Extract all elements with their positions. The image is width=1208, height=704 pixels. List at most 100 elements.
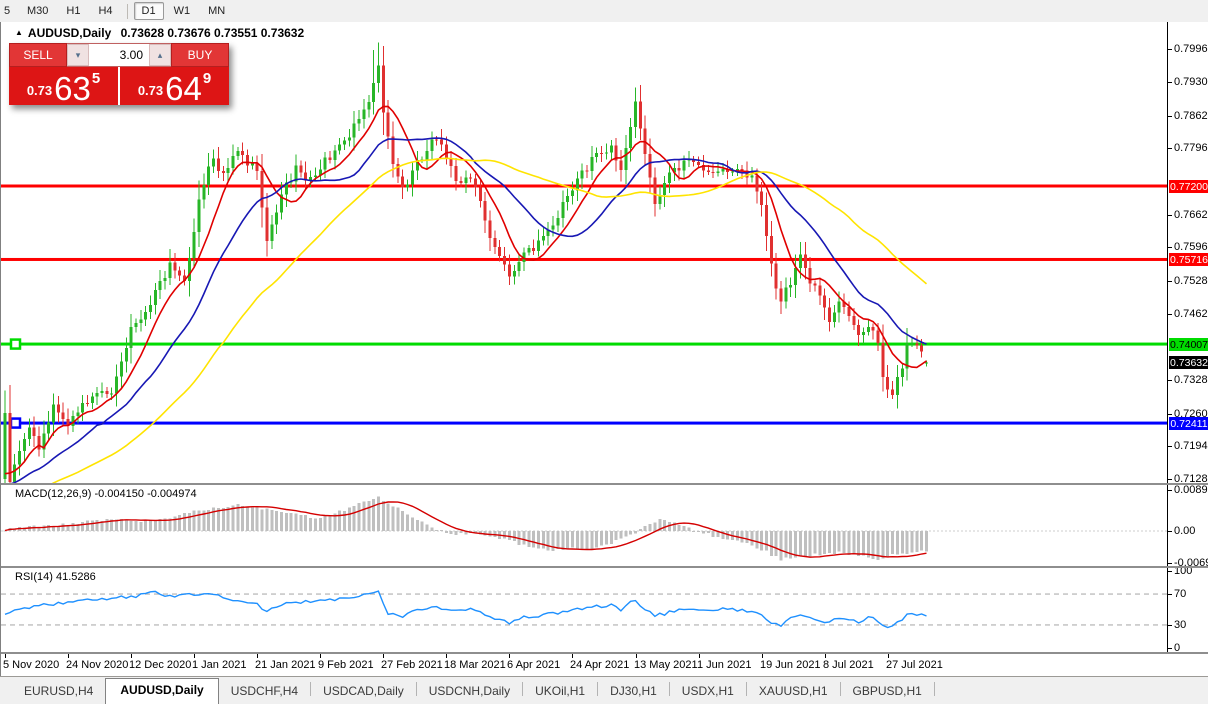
tab-divider bbox=[668, 682, 670, 696]
panel-separator[interactable] bbox=[1, 566, 1208, 568]
panel-separator[interactable] bbox=[1, 483, 1208, 485]
volume-decrease-button[interactable]: ▾ bbox=[67, 44, 89, 66]
sell-price-prefix: 0.73 bbox=[26, 83, 53, 98]
price-level-badge-0.73632: 0.73632 bbox=[1169, 356, 1208, 369]
panel-separator[interactable] bbox=[1, 652, 1208, 654]
axis-tick bbox=[1168, 247, 1172, 248]
buy-price[interactable]: 0.73 64 9 bbox=[120, 67, 229, 105]
level-line-0.74007[interactable] bbox=[1, 342, 1167, 346]
macd-signal-line bbox=[4, 501, 927, 558]
sell-button[interactable]: SELL bbox=[9, 43, 67, 67]
date-tick bbox=[888, 654, 889, 658]
date-axis-label: 24 Apr 2021 bbox=[570, 659, 630, 671]
price-chart-canvas[interactable] bbox=[1, 22, 1167, 483]
date-tick bbox=[68, 654, 69, 658]
timeframe-M30[interactable]: M30 bbox=[27, 5, 49, 17]
tab-divider bbox=[597, 682, 599, 696]
chart-title: ▲ AUDUSD,Daily 0.73628 0.73676 0.73551 0.… bbox=[15, 26, 304, 40]
price-level-badge-0.74007: 0.74007 bbox=[1169, 338, 1208, 351]
axis-tick bbox=[1168, 571, 1172, 572]
chart-window: ▲ AUDUSD,Daily 0.73628 0.73676 0.73551 0.… bbox=[0, 22, 1208, 676]
timeframe-H1[interactable]: H1 bbox=[66, 5, 81, 17]
rsi-axis-label: 100 bbox=[1174, 565, 1193, 577]
tab-divider bbox=[310, 682, 312, 696]
level-line-0.75716[interactable] bbox=[1, 257, 1167, 261]
timeframe-MN[interactable]: MN bbox=[208, 5, 226, 17]
timeframe-W1[interactable]: W1 bbox=[173, 5, 191, 17]
level-line-0.772[interactable] bbox=[1, 184, 1167, 188]
buy-button[interactable]: BUY bbox=[171, 43, 229, 67]
date-axis-label: 1 Jan 2021 bbox=[192, 659, 247, 671]
macd-canvas[interactable] bbox=[1, 485, 1167, 566]
rsi-axis-label: 70 bbox=[1174, 588, 1187, 600]
moving-average-ma_slow bbox=[51, 157, 928, 483]
rsi-canvas[interactable] bbox=[1, 568, 1167, 652]
sell-price[interactable]: 0.73 63 5 bbox=[9, 67, 118, 105]
sell-price-big: 63 bbox=[54, 70, 91, 107]
collapse-panel-icon[interactable]: ▲ bbox=[15, 28, 23, 37]
axis-tick bbox=[1168, 82, 1172, 83]
date-tick bbox=[572, 654, 573, 658]
time-axis[interactable]: 5 Nov 2020 24 Nov 2020 12 Dec 2020 1 Jan 20… bbox=[1, 654, 1167, 676]
tab-usdx-h1[interactable]: USDX,H1 bbox=[681, 684, 734, 698]
axis-tick bbox=[1168, 414, 1172, 415]
line-handle[interactable] bbox=[9, 338, 22, 350]
buy-price-prefix: 0.73 bbox=[137, 83, 164, 98]
price-level-badge-0.77200: 0.77200 bbox=[1169, 180, 1208, 193]
date-axis-label: 27 Jul 2021 bbox=[886, 659, 943, 671]
tab-xauusd-h1[interactable]: XAUUSD,H1 bbox=[758, 684, 828, 698]
tab-dj30-h1[interactable]: DJ30,H1 bbox=[610, 684, 657, 698]
price-level-badge-0.72411: 0.72411 bbox=[1169, 417, 1208, 430]
date-tick bbox=[699, 654, 700, 658]
date-tick bbox=[194, 654, 195, 658]
date-axis-label: 5 Nov 2020 bbox=[3, 659, 60, 671]
chart-tab-bar: EURUSD,H4 AUDUSD,Daily USDCHF,H4 USDCAD,Dai… bbox=[0, 676, 1208, 704]
chart-symbol: AUDUSD,Daily bbox=[27, 26, 112, 40]
date-tick bbox=[636, 654, 637, 658]
tab-audusd-daily[interactable]: AUDUSD,Daily bbox=[105, 678, 219, 704]
level-line-0.72411[interactable] bbox=[1, 421, 1167, 425]
timeframe-D1[interactable]: D1 bbox=[133, 2, 164, 20]
moving-average-ma_fast bbox=[4, 105, 927, 475]
axis-tick bbox=[1168, 479, 1172, 480]
volume-down-icon: ▾ bbox=[75, 49, 81, 60]
volume-input[interactable] bbox=[89, 44, 149, 66]
line-handle[interactable] bbox=[9, 417, 22, 429]
sell-price-sup: 5 bbox=[91, 70, 101, 87]
date-axis-label: 24 Nov 2020 bbox=[66, 659, 129, 671]
timeframe-H4[interactable]: H4 bbox=[98, 5, 113, 17]
tab-usdchf-h4[interactable]: USDCHF,H4 bbox=[230, 684, 299, 698]
axis-tick bbox=[1168, 215, 1172, 216]
moving-average-ma_mid bbox=[10, 137, 927, 483]
tab-divider bbox=[522, 682, 524, 696]
tab-gbpusd-h1[interactable]: GBPUSD,H1 bbox=[852, 684, 922, 698]
date-tick bbox=[446, 654, 447, 658]
buy-price-big: 64 bbox=[165, 70, 202, 107]
tab-usdcnh-daily[interactable]: USDCNH,Daily bbox=[428, 684, 511, 698]
date-axis-label: 27 Feb 2021 bbox=[381, 659, 443, 671]
axis-tick bbox=[1168, 116, 1172, 117]
macd-label: MACD(12,26,9) -0.004150 -0.004974 bbox=[15, 488, 197, 500]
date-tick bbox=[825, 654, 826, 658]
date-tick bbox=[762, 654, 763, 658]
date-tick bbox=[320, 654, 321, 658]
macd-axis-label: 0.00 bbox=[1174, 525, 1196, 537]
tab-ukoil-h1[interactable]: UKOil,H1 bbox=[535, 684, 586, 698]
timeframe-5[interactable]: 5 bbox=[4, 5, 11, 17]
tab-usdcad-daily[interactable]: USDCAD,Daily bbox=[323, 684, 404, 698]
toolbar-divider bbox=[126, 3, 128, 19]
rsi-axis-label: 30 bbox=[1174, 619, 1187, 631]
volume-increase-button[interactable]: ▴ bbox=[149, 44, 171, 66]
axis-tick bbox=[1168, 281, 1172, 282]
tab-eurusd-h4[interactable]: EURUSD,H4 bbox=[24, 684, 94, 698]
